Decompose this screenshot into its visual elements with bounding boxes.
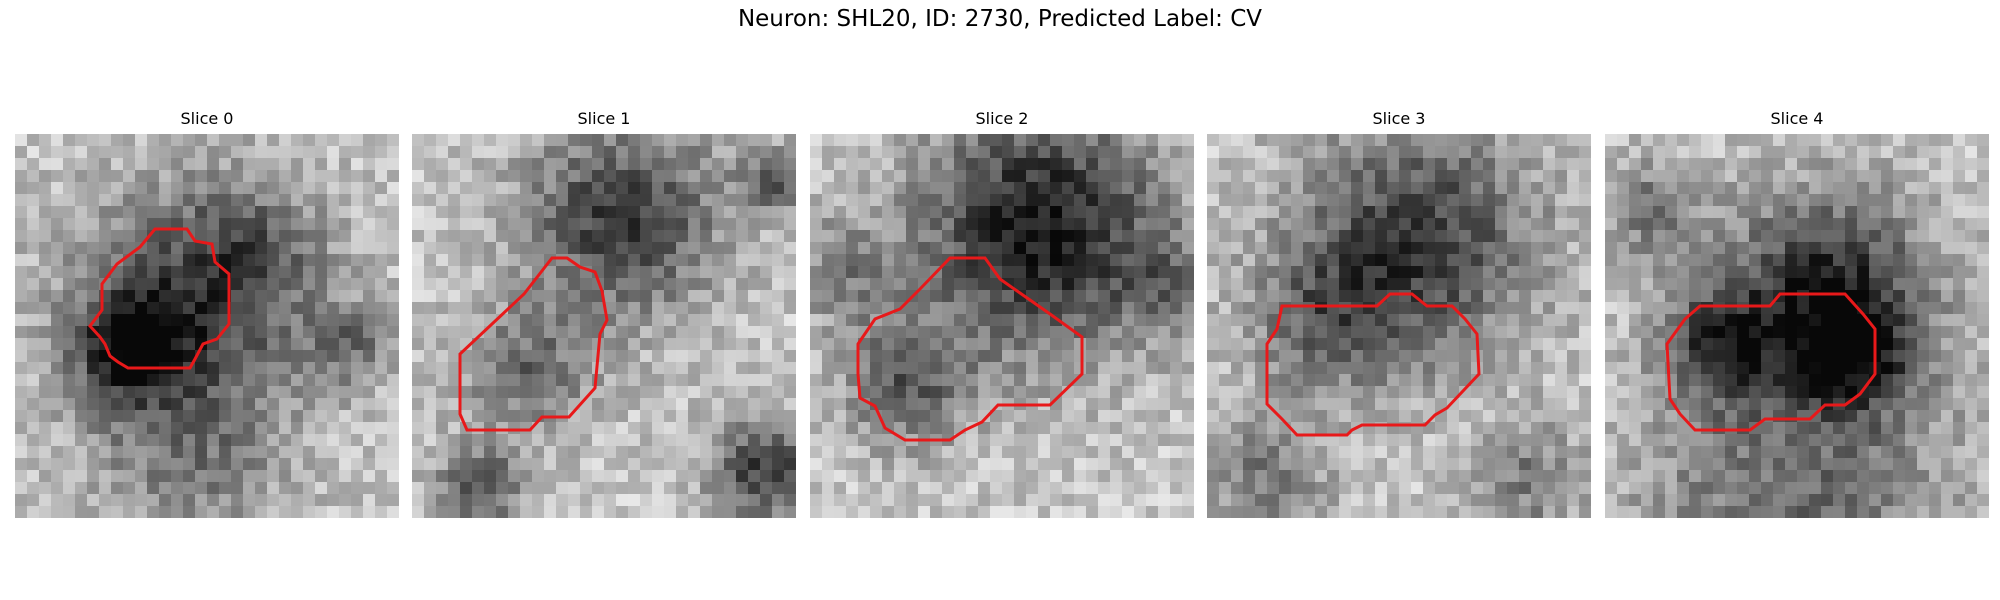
slice-panel-0: Slice 0 — [15, 108, 399, 518]
slice-image-1 — [412, 134, 796, 518]
roi-contour — [856, 256, 1084, 442]
roi-contour — [1665, 292, 1877, 432]
slice-title: Slice 3 — [1372, 109, 1426, 128]
roi-contour — [458, 256, 609, 432]
roi-contour — [1265, 292, 1481, 437]
slice-title: Slice 4 — [1770, 109, 1824, 128]
slice-image-0 — [15, 134, 399, 518]
slice-title: Slice 2 — [975, 109, 1029, 128]
slice-title: Slice 0 — [180, 109, 234, 128]
slice-panel-3: Slice 3 — [1207, 108, 1591, 518]
slice-image-3 — [1207, 134, 1591, 518]
slice-panel-1: Slice 1 — [412, 108, 796, 518]
slice-panel-2: Slice 2 — [810, 108, 1194, 518]
roi-contour — [88, 227, 231, 370]
slice-title: Slice 1 — [577, 109, 631, 128]
slice-panel-4: Slice 4 — [1605, 108, 1989, 518]
slice-image-2 — [810, 134, 1194, 518]
slice-image-4 — [1605, 134, 1989, 518]
figure-title: Neuron: SHL20, ID: 2730, Predicted Label… — [737, 6, 1263, 32]
